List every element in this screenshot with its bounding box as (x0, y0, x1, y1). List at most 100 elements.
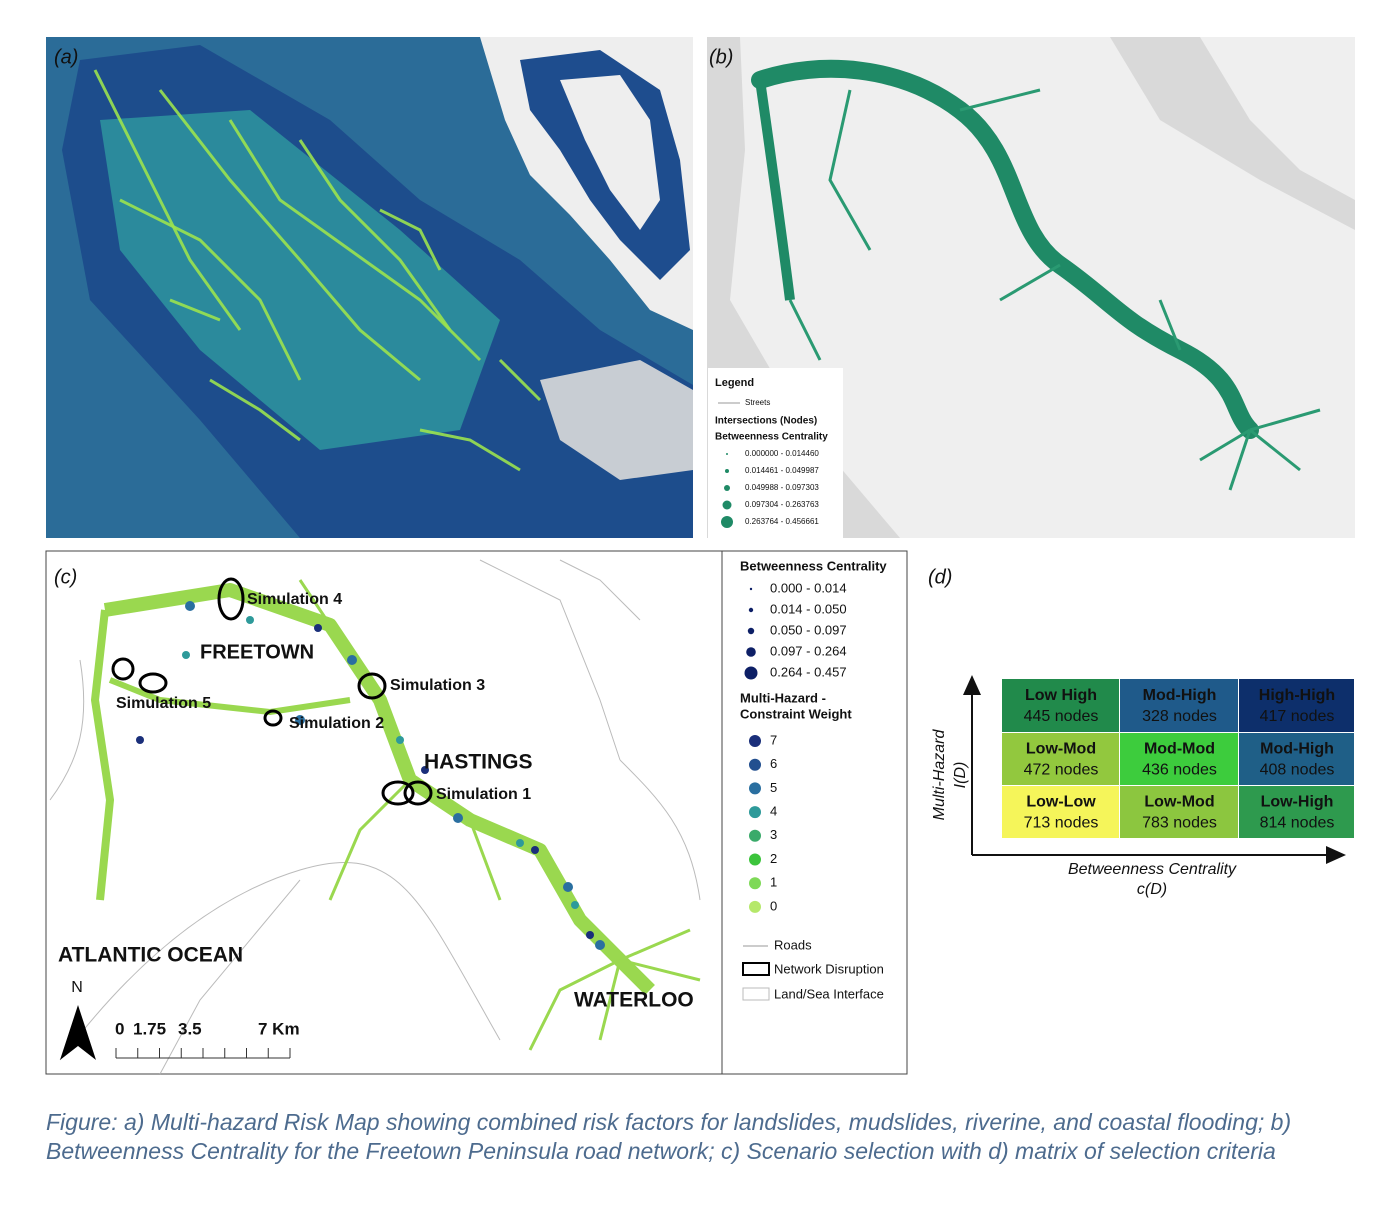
legend-symbol (749, 829, 761, 842)
map-c-node (182, 651, 190, 659)
legend-symbol (749, 877, 761, 890)
legend-symbol (747, 627, 755, 635)
legend-symbol (749, 735, 761, 747)
map-c-network-branch (468, 819, 502, 901)
place-label: ATLANTIC OCEAN (58, 944, 243, 967)
cell-class: Low High (1025, 687, 1097, 704)
map-c-land-outline (49, 659, 85, 801)
matrix-cell (1120, 786, 1238, 838)
map-c-network-branch (619, 928, 691, 962)
legend-label: 4 (770, 804, 777, 819)
cell-class: Low-High (1261, 794, 1334, 811)
place-label: WATERLOO (574, 989, 694, 1012)
legend-title: Legend (715, 377, 754, 389)
map-c-node (516, 839, 524, 847)
map-a-hazard-streak (209, 378, 301, 442)
legend-label: 0.014 - 0.050 (770, 601, 847, 616)
map-c-network (108, 677, 351, 716)
axis-title: c(D) (1137, 881, 1167, 898)
legend-symbol (749, 782, 761, 795)
map-a-hazard-streak (169, 298, 221, 322)
legend-box (708, 368, 843, 538)
legend-label: 2 (770, 851, 777, 866)
legend-heading: Betweenness Centrality (740, 558, 887, 573)
legend-symbol (744, 666, 758, 680)
simulation-label: Simulation 2 (289, 715, 384, 732)
axis-arrowhead (1326, 846, 1346, 864)
legend-label: Land/Sea Interface (774, 986, 884, 1001)
scale-label: 0 (115, 1019, 124, 1038)
legend-label: 0.000000 - 0.014460 (745, 449, 819, 458)
legend-label: 0.097304 - 0.263763 (745, 500, 819, 509)
matrix-cell (1239, 679, 1354, 732)
matrix-cell (1120, 733, 1238, 785)
disruption-outline (217, 577, 245, 621)
map-b-network-branch (1249, 428, 1301, 472)
matrix-cell (1120, 679, 1238, 732)
map-b-network-branch (1199, 428, 1251, 462)
legend-label: 0.264 - 0.457 (770, 664, 847, 679)
map-c-land-outline (159, 879, 301, 1075)
legend-label: Streets (745, 398, 770, 407)
matrix-cell (1002, 786, 1119, 838)
cell-count: 408 nodes (1260, 762, 1335, 779)
cell-count: 713 nodes (1024, 815, 1099, 832)
map-b-network-branch (959, 88, 1041, 112)
map-b-network-branch (828, 89, 872, 251)
scale-label: 3.5 (178, 1019, 202, 1038)
legend-symbol (749, 758, 761, 771)
map-b-mainland (1200, 37, 1355, 200)
map-c-node (421, 766, 429, 774)
cell-count: 328 nodes (1142, 708, 1217, 725)
cell-count: 436 nodes (1142, 762, 1217, 779)
axis-title: Betweenness Centrality (1068, 861, 1237, 878)
map-a-hazard-streak (498, 358, 542, 402)
simulation-label: Simulation 1 (436, 786, 531, 803)
matrix-cell (1002, 679, 1119, 732)
legend-interface-swatch (742, 987, 770, 1001)
place-label: HASTINGS (424, 751, 533, 774)
legend-label: 5 (770, 780, 777, 795)
map-a-hazard-streak (228, 119, 482, 362)
legend-heading: Intersections (Nodes) (715, 416, 817, 427)
cell-count: 445 nodes (1024, 708, 1099, 725)
legend-symbol (724, 485, 730, 491)
map-c-network-branch (619, 958, 701, 982)
disruption-outline (111, 657, 135, 681)
disruption-outline (138, 672, 168, 694)
legend-label: 7 (770, 732, 777, 747)
map-c-node (295, 715, 305, 725)
legend-disruption-swatch (742, 962, 770, 976)
legend-label: 3 (770, 827, 777, 842)
place-label: FREETOWN (200, 641, 314, 663)
legend-heading: Betweenness Centrality (715, 432, 828, 443)
map-c-node (595, 940, 605, 950)
map-c-frame (45, 550, 908, 1075)
legend-label: Roads (774, 937, 812, 952)
map-c-network (90, 609, 115, 901)
disruption-outline (263, 709, 283, 727)
map-c-node (185, 601, 195, 611)
map-b-network-branch (1228, 429, 1252, 491)
map-a-urban (540, 360, 693, 480)
map-b-land (730, 37, 1355, 538)
legend-symbol (748, 607, 754, 613)
scale-label: 7 Km (258, 1019, 300, 1038)
map-c-node (453, 813, 463, 823)
map-c-land-outline (559, 559, 641, 621)
cell-count: 783 nodes (1142, 815, 1217, 832)
legend-symbol (746, 647, 756, 657)
scale-label: 1.75 (133, 1019, 166, 1038)
map-c-node (586, 931, 594, 939)
legend-label: 0.050 - 0.097 (770, 622, 847, 637)
map-c-network-branch (328, 778, 412, 901)
map-a-hazard-streak (93, 69, 242, 331)
simulation-label: Simulation 5 (116, 695, 211, 712)
legend-symbol (725, 469, 729, 473)
legend-symbol (749, 900, 761, 913)
map-a-hazard-streak (298, 139, 452, 331)
simulation-label: Simulation 4 (247, 591, 342, 608)
disruption-outline (403, 780, 433, 806)
panel-label: (d) (928, 566, 952, 588)
cell-class: Mod-High (1260, 741, 1334, 758)
